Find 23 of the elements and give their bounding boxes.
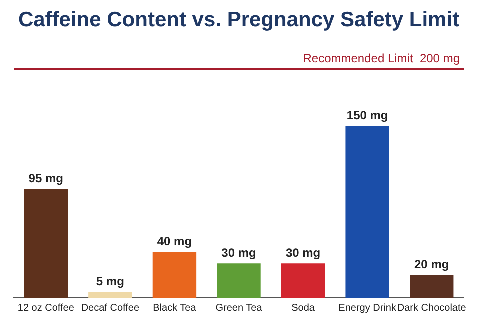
data-label: 30 mg [222, 246, 256, 260]
bar [217, 264, 261, 298]
data-label: 150 mg [346, 108, 388, 123]
bar [281, 264, 326, 298]
x-tick-label: Energy Drink [338, 302, 398, 314]
bar [152, 252, 197, 298]
x-tick-label: Decaf Coffee [81, 302, 140, 314]
bar [410, 275, 454, 298]
ref-line-label: Recommended Limit 200 mg [303, 52, 460, 66]
x-tick-label: Black Tea [153, 302, 197, 314]
chart-title: Caffeine Content vs. Pregnancy Safety Limit [18, 8, 460, 32]
bar [88, 292, 132, 298]
data-label: 40 mg [157, 234, 192, 249]
bar [24, 189, 68, 298]
x-tick-label: Dark Chocolate [397, 302, 467, 314]
x-tick-label: 12 oz Coffee [18, 302, 75, 314]
data-label: 95 mg [28, 172, 64, 186]
data-label: 5 mg [96, 274, 124, 289]
x-tick-label: Soda [292, 302, 316, 314]
bar [346, 126, 390, 298]
x-tick-label: Green Tea [216, 302, 263, 314]
data-label: 20 mg [414, 257, 450, 272]
data-label: 30 mg [286, 246, 321, 260]
